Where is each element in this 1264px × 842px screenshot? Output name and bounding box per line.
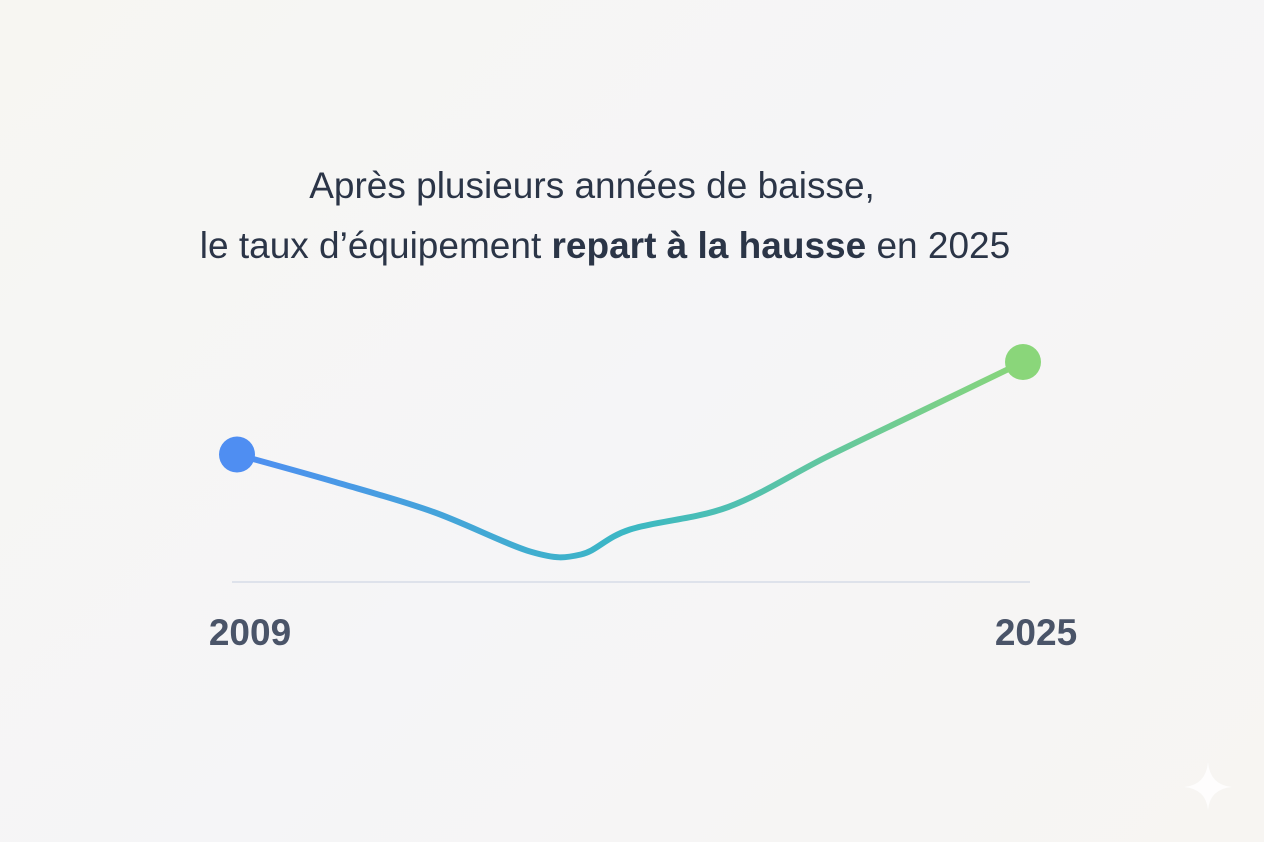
title-emphasis: repart à la hausse [552,225,867,266]
title-line-1: Après plusieurs années de baisse, [309,165,875,206]
title-line-2: le taux d’équipement repart à la hausse … [200,225,1010,266]
title-text: le taux d’équipement [200,225,552,266]
end-point [219,436,255,473]
sparkle-icon [1184,762,1232,810]
line [234,359,1026,561]
x-tick-label: 2009 [209,612,291,653]
title-text: en 2025 [866,225,1010,266]
end-point [1005,344,1041,380]
x-tick-label: 2025 [995,612,1077,653]
